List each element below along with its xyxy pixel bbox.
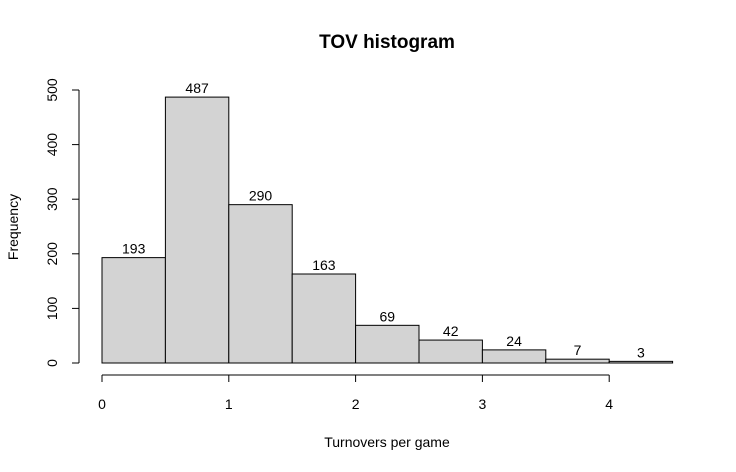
histogram-bar: [164, 96, 230, 364]
x-tick-label: 2: [352, 396, 360, 412]
bar-value-label: 290: [249, 188, 273, 204]
histogram-bar: [481, 349, 547, 364]
histogram-bar: [545, 358, 610, 364]
x-tick-label: 4: [605, 396, 613, 412]
y-tick-label: 100: [44, 297, 60, 321]
y-tick-label: 200: [44, 242, 60, 266]
histogram-bar: [418, 339, 483, 364]
x-tick-label: 0: [98, 396, 106, 412]
bar-value-label: 193: [122, 241, 146, 257]
histogram-bar: [101, 257, 166, 364]
bar-value-label: 24: [506, 333, 522, 349]
bar-value-label: 69: [380, 308, 396, 324]
bar-value-label: 7: [574, 342, 582, 358]
chart-title: TOV histogram: [319, 32, 455, 53]
y-tick-label: 300: [44, 187, 60, 211]
y-axis: 0 100 200 300 400 500: [44, 78, 80, 367]
bar-value-label: 487: [185, 80, 209, 96]
y-tick-label: 0: [44, 359, 60, 367]
x-tick-label: 3: [479, 396, 487, 412]
histogram-bar: [355, 324, 420, 364]
bar-value-label: 42: [443, 323, 459, 339]
bar-value-label: 3: [637, 344, 645, 360]
histogram-bar: [608, 360, 674, 364]
y-tick-label: 500: [44, 78, 60, 102]
x-axis: 0 1 2 3 4: [98, 374, 613, 412]
histogram-bar: [291, 273, 357, 364]
x-axis-label: Turnovers per game: [324, 434, 450, 450]
histogram-bar: [228, 204, 293, 364]
bar-value-label: 163: [312, 257, 336, 273]
y-tick-label: 400: [44, 133, 60, 157]
x-tick-label: 1: [225, 396, 233, 412]
bars-group: 193 487 290 163 69 42 24 7 3: [101, 80, 674, 364]
y-axis-label: Frequency: [5, 194, 21, 260]
